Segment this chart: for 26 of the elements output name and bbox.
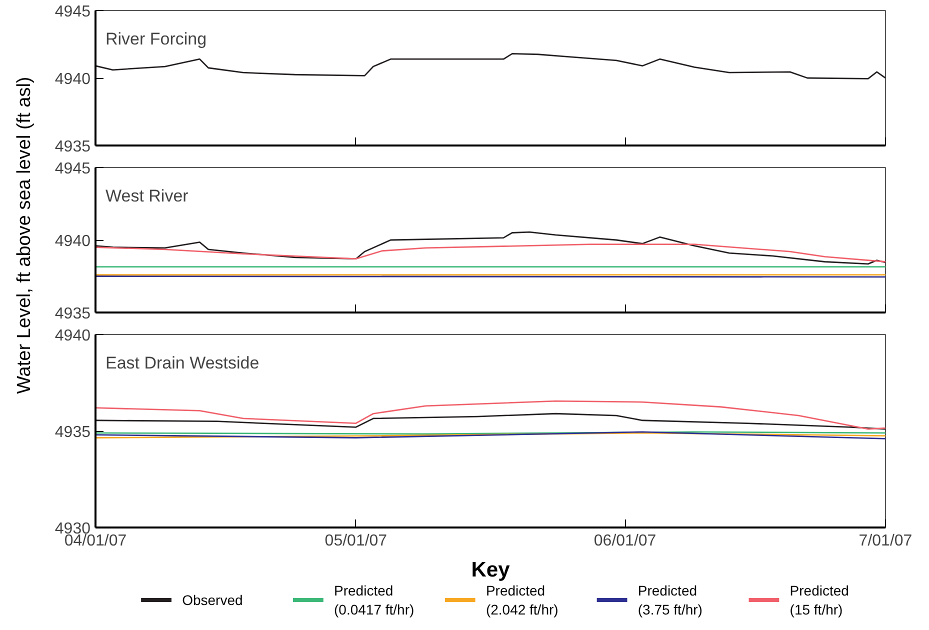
legend-label: Predicted (3.75 ft/hr) — [638, 582, 702, 618]
line-series — [96, 244, 886, 262]
y-tick-label: 4935 — [54, 424, 91, 441]
y-tick-label: 4940 — [54, 71, 91, 88]
line-series — [96, 412, 886, 430]
y-tick-label: 4935 — [54, 306, 91, 322]
line-series — [96, 53, 886, 80]
y-tick-label: 4935 — [54, 138, 91, 156]
y-tick-label: 4945 — [54, 160, 91, 178]
legend-label: Predicted (2.042 ft/hr) — [486, 582, 558, 618]
legend-label: Observed — [182, 592, 243, 608]
y-tick-label: 4940 — [54, 328, 91, 344]
text: East Drain Westside — [106, 354, 260, 372]
y-axis-title: Water Level, ft above sea level (ft asl) — [14, 76, 35, 394]
line-series — [96, 231, 886, 265]
text: River Forcing — [106, 30, 207, 48]
legend-title: Key — [471, 558, 510, 582]
x-tick-label: 06/01/07 — [594, 532, 656, 550]
line-series — [96, 400, 886, 430]
text: West River — [106, 186, 189, 206]
legend-label: Predicted (0.0417 ft/hr) — [334, 582, 414, 618]
x-tick-label: 05/01/07 — [324, 532, 388, 550]
legend-label: Predicted (15 ft/hr) — [790, 582, 849, 618]
y-tick-label: 4940 — [54, 233, 91, 250]
y-tick-label: 4945 — [54, 4, 91, 20]
x-tick-label: 7/01/07 — [858, 532, 912, 550]
